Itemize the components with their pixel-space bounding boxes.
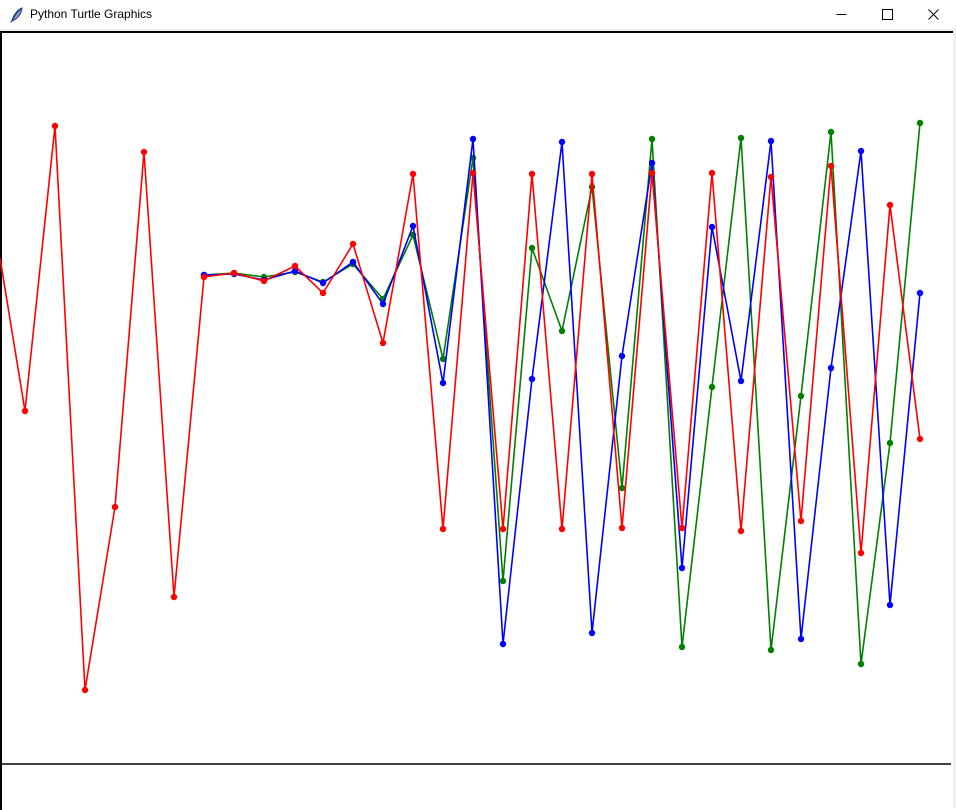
red-data-point (528, 170, 536, 178)
green-series-line (203, 122, 921, 665)
blue-data-point (648, 159, 656, 167)
red-data-point (827, 162, 835, 170)
red-data-point (618, 524, 626, 532)
python-feather-icon (8, 6, 24, 23)
red-data-point (230, 269, 238, 277)
blue-data-point (588, 629, 596, 637)
green-data-point (767, 646, 775, 654)
green-data-point (499, 577, 507, 585)
green-data-point (648, 135, 656, 143)
red-data-point (111, 503, 119, 511)
blue-data-point (827, 364, 835, 372)
green-data-point (678, 643, 686, 651)
blue-data-point (409, 222, 417, 230)
red-data-point (439, 525, 447, 533)
red-data-point (291, 262, 299, 270)
maximize-button[interactable] (864, 0, 910, 29)
blue-data-point (708, 223, 716, 231)
red-data-point (857, 549, 865, 557)
red-data-point (648, 169, 656, 177)
blue-data-point (528, 375, 536, 383)
titlebar[interactable]: Python Turtle Graphics (0, 0, 956, 29)
blue-data-point (558, 138, 566, 146)
red-data-point (708, 169, 716, 177)
blue-data-point (886, 601, 894, 609)
red-data-point (499, 525, 507, 533)
blue-data-point (379, 300, 387, 308)
window-title: Python Turtle Graphics (30, 7, 153, 21)
green-data-point (708, 383, 716, 391)
window-frame-edge (953, 29, 956, 808)
red-data-point (916, 435, 924, 443)
green-data-point (857, 660, 865, 668)
red-data-point (678, 524, 686, 532)
green-data-point (558, 327, 566, 335)
red-data-point (469, 169, 477, 177)
green-data-point (797, 392, 805, 400)
blue-data-point (319, 279, 327, 287)
minimize-button[interactable] (818, 0, 864, 29)
red-data-point (319, 289, 327, 297)
blue-data-point (857, 147, 865, 155)
red-data-point (51, 122, 59, 130)
blue-data-point (499, 640, 507, 648)
blue-data-point (469, 135, 477, 143)
red-data-point (200, 273, 208, 281)
red-data-point (409, 170, 417, 178)
green-data-point (916, 119, 924, 127)
green-data-point (528, 244, 536, 252)
red-data-point (170, 593, 178, 601)
red-series-line (0, 125, 921, 691)
red-data-point (379, 339, 387, 347)
red-data-point (558, 525, 566, 533)
turtle-canvas (0, 31, 953, 810)
green-data-point (827, 128, 835, 136)
red-data-point (140, 148, 148, 156)
blue-data-point (678, 564, 686, 572)
blue-data-point (767, 137, 775, 145)
red-data-point (886, 201, 894, 209)
blue-data-point (737, 377, 745, 385)
titlebar-separator (0, 29, 956, 31)
blue-data-point (618, 352, 626, 360)
blue-data-point (916, 289, 924, 297)
red-data-point (767, 173, 775, 181)
window-controls (818, 0, 956, 29)
green-data-point (439, 355, 447, 363)
red-data-point (81, 686, 89, 694)
blue-data-point (439, 379, 447, 387)
blue-data-point (291, 267, 299, 275)
red-data-point (588, 170, 596, 178)
green-data-point (737, 134, 745, 142)
blue-data-point (349, 258, 357, 266)
blue-data-point (797, 635, 805, 643)
green-data-point (618, 484, 626, 492)
red-data-point (349, 240, 357, 248)
green-data-point (886, 439, 894, 447)
close-button[interactable] (910, 0, 956, 29)
green-data-point (588, 183, 596, 191)
red-data-point (21, 407, 29, 415)
red-data-point (260, 277, 268, 285)
red-data-point (797, 517, 805, 525)
red-data-point (737, 527, 745, 535)
